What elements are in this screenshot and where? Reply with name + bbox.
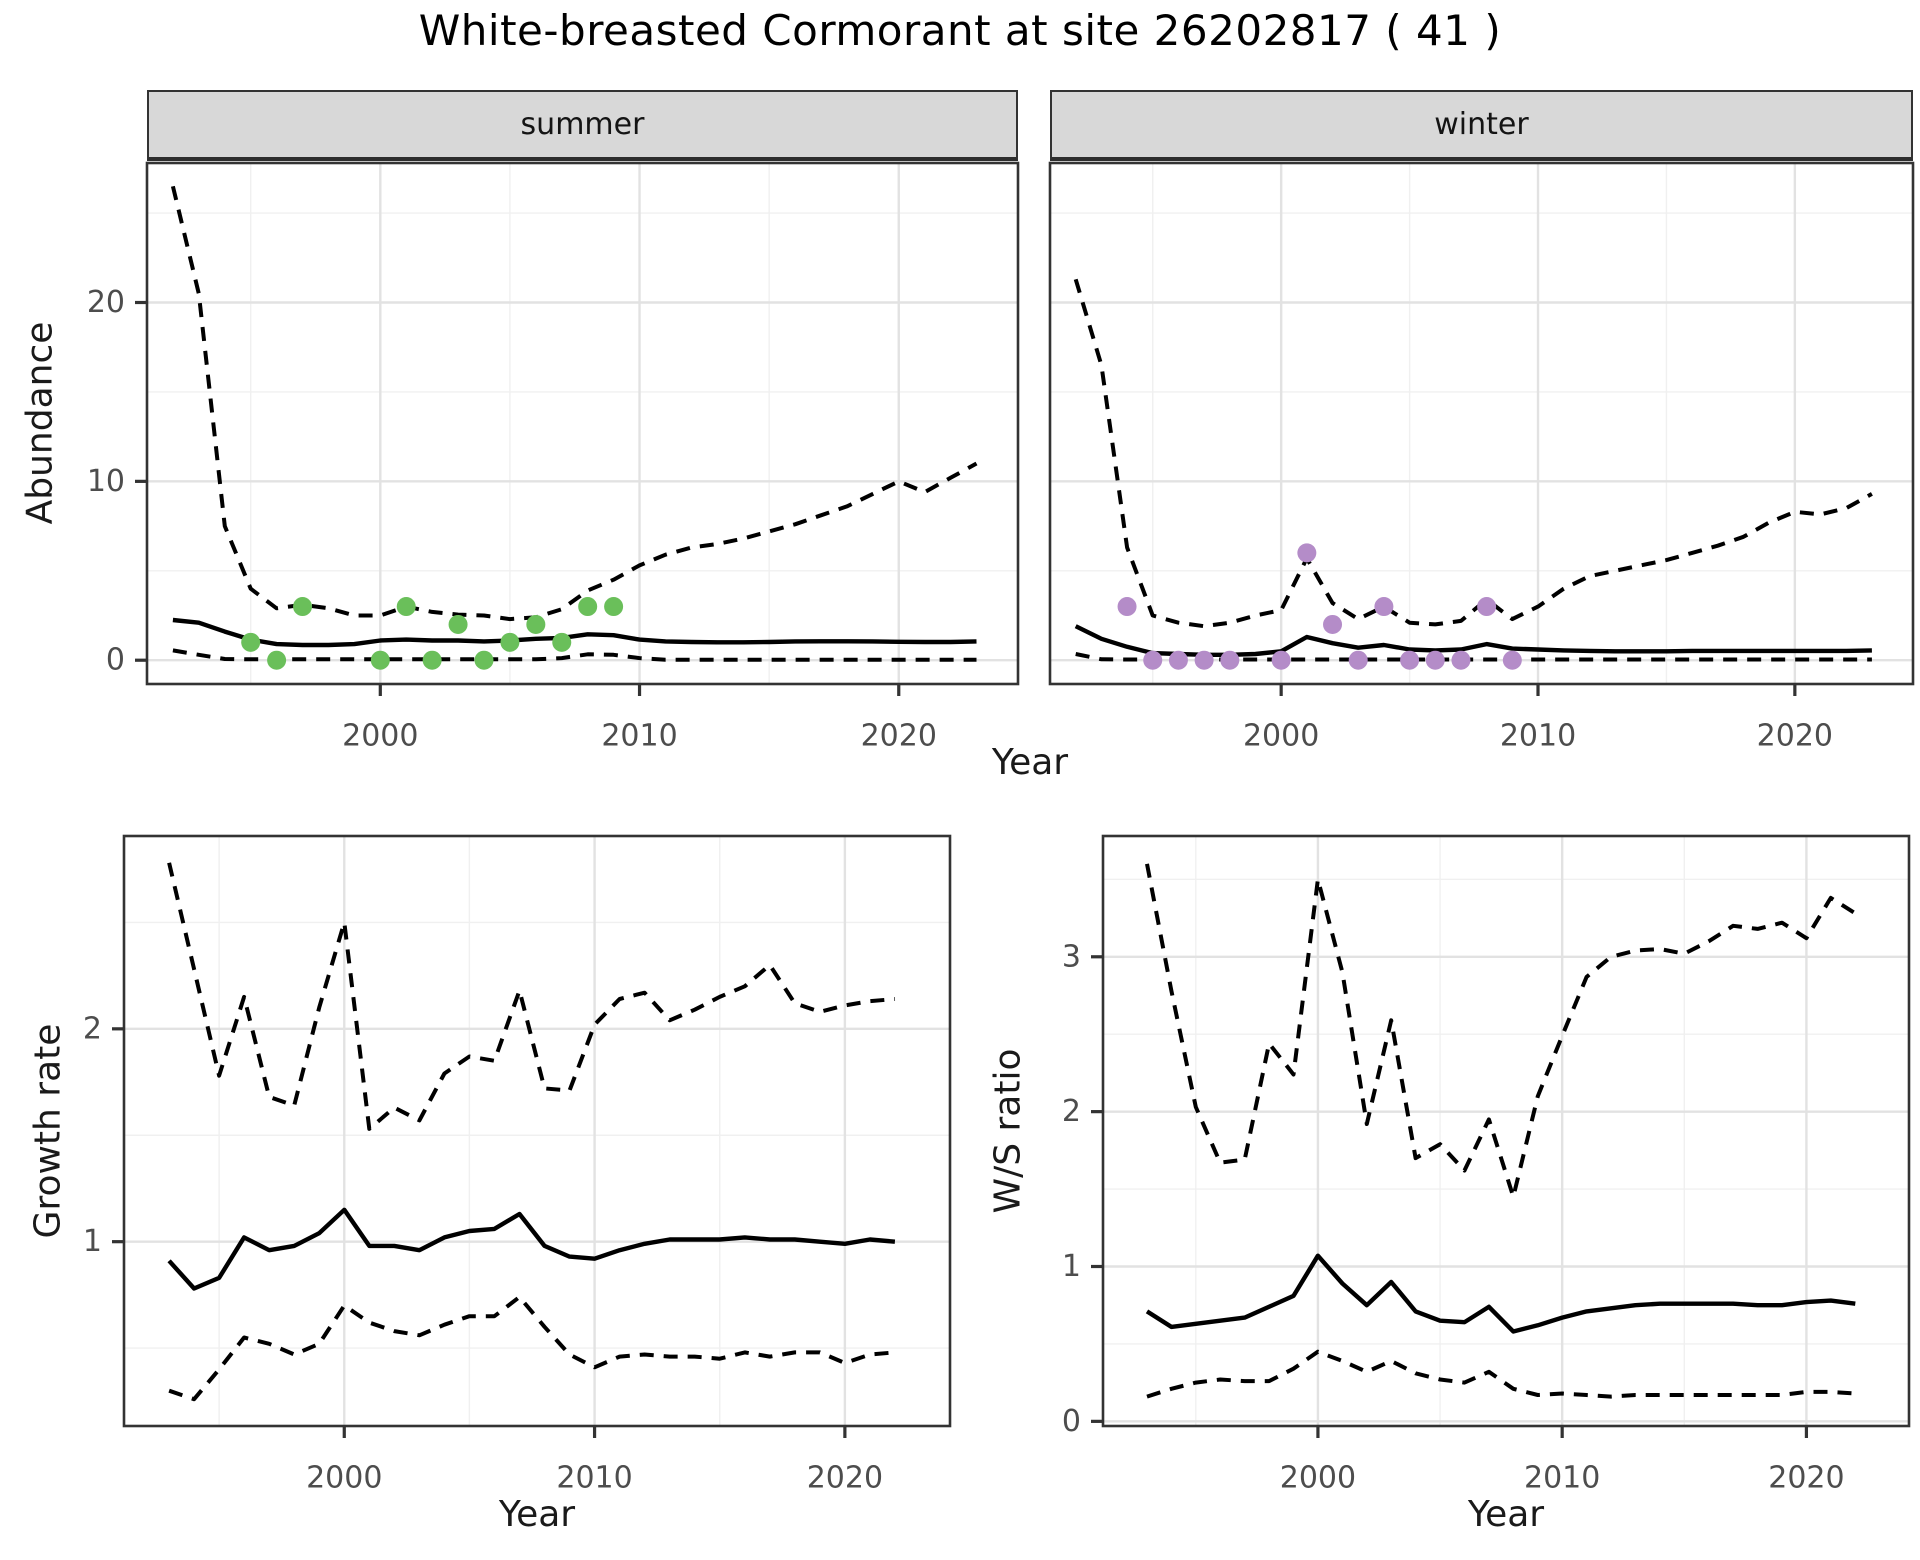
y-tick-label: 0 bbox=[106, 643, 125, 678]
gridlines bbox=[147, 163, 1018, 684]
gridlines bbox=[1050, 163, 1913, 684]
x-tick-label: 2010 bbox=[556, 1461, 632, 1496]
panel-border bbox=[1048, 161, 1915, 686]
x-tick-label: 2020 bbox=[861, 719, 937, 754]
series-median bbox=[172, 617, 977, 648]
y-tick-label: 2 bbox=[83, 1011, 102, 1046]
observation-points bbox=[1117, 543, 1522, 670]
series-ci_upper bbox=[170, 185, 978, 622]
facet-strip-summer-label: summer bbox=[520, 107, 645, 142]
panel-abundance-winter: 2000 2010 2020 bbox=[1048, 161, 1915, 754]
panel-abundance-summer: 2000 2010 2020 0 10 20 bbox=[87, 161, 1020, 754]
gridlines bbox=[1103, 836, 1909, 1426]
panel-growth-rate: 2000 2010 2020 1 2 bbox=[83, 834, 952, 1496]
observation-points bbox=[241, 597, 624, 670]
series-median bbox=[167, 1207, 896, 1291]
series-ci_upper bbox=[1145, 863, 1857, 1199]
series-ci_upper bbox=[167, 862, 896, 1131]
y-tick-label: 1 bbox=[83, 1224, 102, 1259]
series-ci_upper bbox=[1073, 278, 1873, 629]
axis-ticks: 2000 2010 2020 bbox=[1243, 684, 1833, 754]
x-tick-label: 2010 bbox=[1500, 719, 1576, 754]
facet-strip-winter: winter bbox=[1050, 90, 1913, 161]
y-tick-label: 0 bbox=[1062, 1404, 1081, 1439]
x-axis-title-year-bottom-left: Year bbox=[498, 1494, 576, 1535]
x-tick-label: 2000 bbox=[342, 719, 418, 754]
x-axis-title-year-top: Year bbox=[991, 742, 1069, 783]
facet-strip-summer: summer bbox=[147, 90, 1018, 161]
panel-ws-ratio: 2000 2010 2020 0 1 2 3 bbox=[1062, 834, 1911, 1496]
x-tick-label: 2000 bbox=[1243, 719, 1319, 754]
facet-strip-winter-label: winter bbox=[1434, 107, 1529, 142]
y-tick-label: 2 bbox=[1062, 1094, 1081, 1129]
series-median bbox=[1145, 1253, 1856, 1334]
x-tick-label: 2000 bbox=[1280, 1461, 1356, 1496]
x-tick-label: 2010 bbox=[1524, 1461, 1600, 1496]
series-ci_lower bbox=[1146, 1349, 1856, 1399]
axis-ticks: 2000 2010 2020 0 1 2 3 bbox=[1062, 939, 1845, 1495]
x-axis-title-year-bottom-right: Year bbox=[1467, 1494, 1545, 1535]
page-title: White-breasted Cormorant at site 2620281… bbox=[418, 6, 1502, 55]
x-tick-label: 2020 bbox=[1757, 719, 1833, 754]
y-tick-label: 20 bbox=[87, 285, 125, 320]
x-tick-label: 2020 bbox=[807, 1461, 883, 1496]
gridlines bbox=[124, 836, 950, 1426]
axis-ticks: 2000 2010 2020 0 10 20 bbox=[87, 285, 937, 754]
x-tick-label: 2000 bbox=[306, 1461, 382, 1496]
panel-border bbox=[145, 161, 1020, 686]
axis-ticks: 2000 2010 2020 1 2 bbox=[83, 1011, 883, 1495]
y-tick-label: 10 bbox=[87, 464, 125, 499]
panel-border bbox=[122, 834, 952, 1428]
x-tick-label: 2020 bbox=[1768, 1461, 1844, 1496]
y-tick-label: 3 bbox=[1062, 939, 1081, 974]
y-tick-label: 1 bbox=[1062, 1249, 1081, 1284]
series-ci_lower bbox=[168, 1295, 896, 1402]
panel-border bbox=[1101, 834, 1911, 1428]
x-tick-label: 2010 bbox=[601, 719, 677, 754]
